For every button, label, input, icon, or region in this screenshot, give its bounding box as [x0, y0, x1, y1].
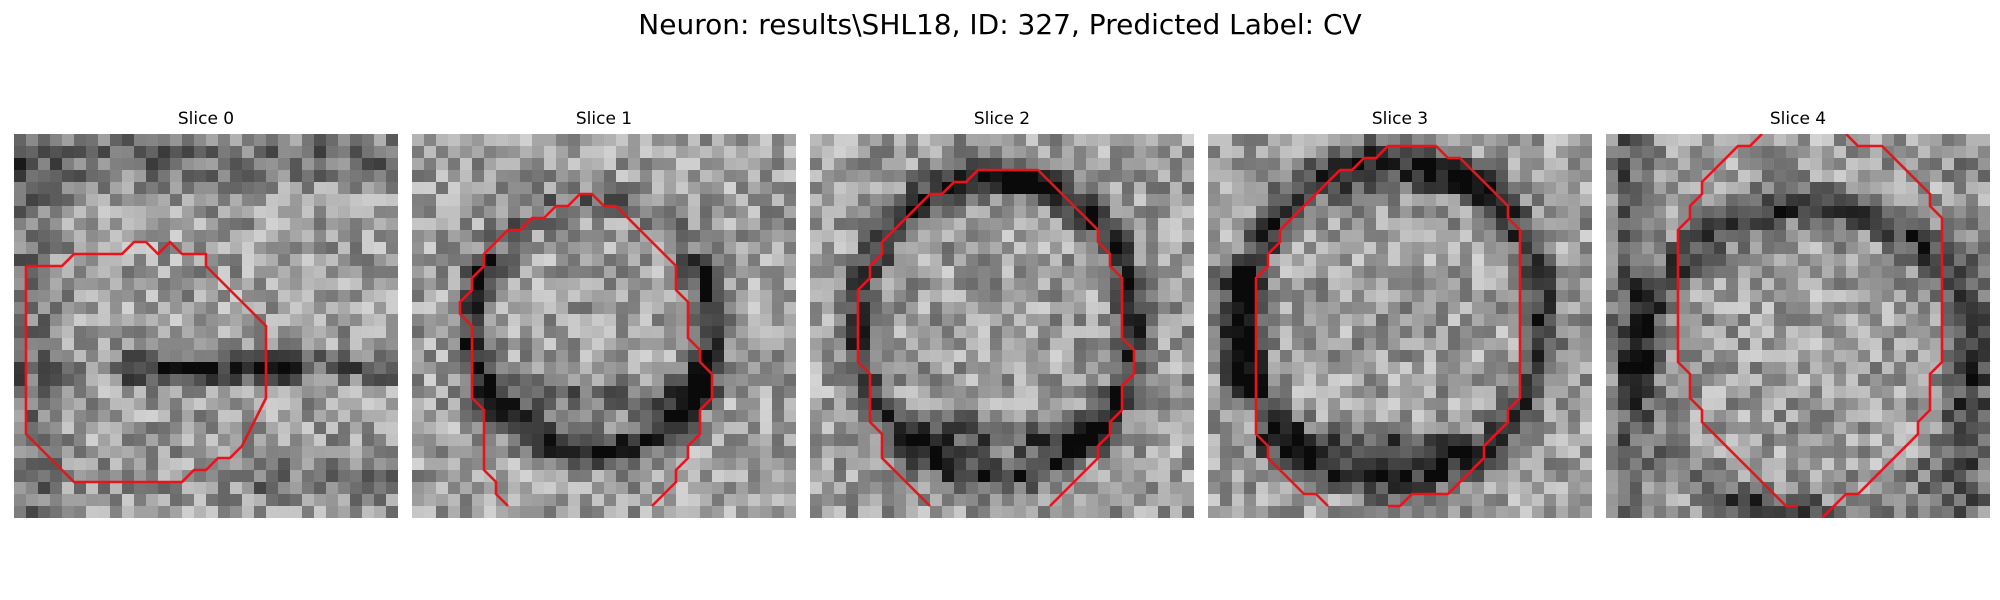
contour-line: [856, 168, 1136, 507]
slice-title: Slice 3: [1371, 109, 1429, 129]
slice-title: Slice 4: [1769, 109, 1827, 129]
pixel-mosaic: [412, 134, 796, 518]
pixel-mosaic: [1606, 134, 1990, 518]
contour-line: [1254, 144, 1522, 508]
slice-panel-1: Slice 1: [412, 108, 796, 518]
pixel-mosaic: [1208, 134, 1592, 518]
contour-line: [458, 192, 714, 507]
contour-line: [1676, 134, 1798, 508]
slice-image-1: [412, 134, 796, 518]
contour-line: [1821, 134, 1944, 518]
slice-panel-3: Slice 3: [1208, 108, 1592, 518]
slice-image-2: [810, 134, 1194, 518]
figure-title: Neuron: results\SHL18, ID: 327, Predicte…: [638, 8, 1362, 41]
slice-title: Slice 0: [177, 109, 235, 129]
slice-title: Slice 2: [973, 109, 1031, 129]
slice-panel-4: Slice 4: [1606, 108, 1990, 518]
pixel-mosaic: [14, 134, 398, 518]
pixel-mosaic: [810, 134, 1194, 518]
slice-image-3: [1208, 134, 1592, 518]
slice-image-0: [14, 134, 398, 518]
slice-panel-0: Slice 0: [14, 108, 398, 518]
slice-image-4: [1606, 134, 1990, 518]
contour-line: [24, 240, 268, 484]
slice-panel-2: Slice 2: [810, 108, 1194, 518]
slice-title: Slice 1: [575, 109, 633, 129]
